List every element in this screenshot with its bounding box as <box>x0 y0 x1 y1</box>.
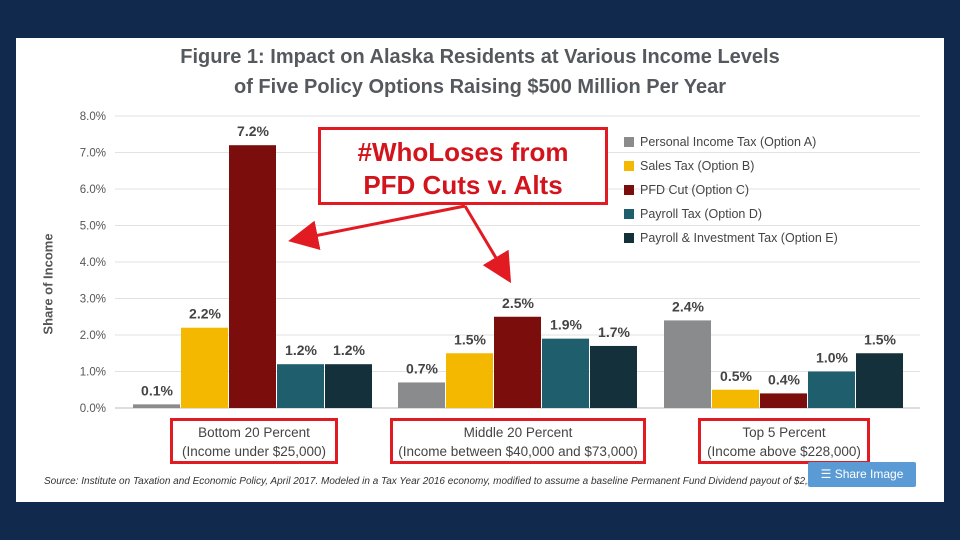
legend-swatch <box>624 209 634 219</box>
bar <box>712 389 759 408</box>
share-image-label: Share Image <box>834 467 904 481</box>
category-box-top5: Top 5 Percent (Income above $228,000) <box>698 418 870 464</box>
data-label: 1.9% <box>550 317 582 333</box>
data-label: 1.7% <box>598 324 630 340</box>
legend-label: Personal Income Tax (Option A) <box>640 135 816 149</box>
bar <box>808 371 855 408</box>
legend-label: Sales Tax (Option B) <box>640 159 754 173</box>
y-tick-label: 7.0% <box>80 148 106 160</box>
y-tick-label: 8.0% <box>80 111 106 123</box>
bar <box>277 364 324 408</box>
category-label-line2: (Income between $40,000 and $73,000) <box>398 444 638 459</box>
legend-label: Payroll Tax (Option D) <box>640 207 762 221</box>
y-tick-label: 6.0% <box>80 184 106 196</box>
bar <box>229 145 276 408</box>
category-box-middle20: Middle 20 Percent (Income between $40,00… <box>390 418 646 464</box>
bar <box>398 382 445 408</box>
bar <box>133 404 180 408</box>
y-tick-label: 5.0% <box>80 221 106 233</box>
bar <box>590 345 637 408</box>
data-label: 1.5% <box>864 331 896 347</box>
bar <box>664 320 711 408</box>
y-tick-label: 2.0% <box>80 330 106 342</box>
data-label: 7.2% <box>237 123 269 139</box>
bar <box>325 364 372 408</box>
bar <box>181 327 228 408</box>
category-label-line1: Middle 20 Percent <box>463 425 573 440</box>
bar <box>494 316 541 408</box>
data-label: 2.5% <box>502 295 534 311</box>
arrow-to-middle20 <box>463 205 512 284</box>
callout-box: #WhoLoses from PFD Cuts v. Alts <box>318 127 608 205</box>
callout-line2: PFD Cuts v. Alts <box>363 170 563 200</box>
share-image-button[interactable]: ☰ Share Image <box>808 462 916 487</box>
category-label-line1: Bottom 20 Percent <box>198 425 310 440</box>
bar <box>542 338 589 408</box>
data-label: 2.4% <box>672 298 704 314</box>
data-label: 2.2% <box>189 306 221 322</box>
legend-label: Payroll & Investment Tax (Option E) <box>640 231 838 245</box>
data-label: 1.5% <box>454 331 486 347</box>
y-tick-label: 4.0% <box>80 257 106 269</box>
arrow-to-bottom20 <box>288 204 466 251</box>
data-label: 0.5% <box>720 368 752 384</box>
legend-swatch <box>624 161 634 171</box>
data-label: 1.0% <box>816 350 848 366</box>
category-label-line1: Top 5 Percent <box>742 425 826 440</box>
legend-swatch <box>624 233 634 243</box>
legend-swatch <box>624 185 634 195</box>
data-label: 0.4% <box>768 371 800 387</box>
bar <box>856 353 903 408</box>
category-label-line2: (Income above $228,000) <box>707 444 861 459</box>
y-tick-label: 0.0% <box>80 403 106 415</box>
source-note: Source: Institute on Taxation and Econom… <box>44 476 819 487</box>
data-label: 0.7% <box>406 360 438 376</box>
category-label-line2: (Income under $25,000) <box>181 444 327 459</box>
layers-icon: ☰ <box>820 467 832 481</box>
data-label: 1.2% <box>333 342 365 358</box>
category-box-bottom20: Bottom 20 Percent (Income under $25,000) <box>170 418 338 464</box>
legend-label: PFD Cut (Option C) <box>640 183 749 197</box>
y-tick-label: 1.0% <box>80 367 106 379</box>
bar <box>446 353 493 408</box>
data-label: 0.1% <box>141 382 173 398</box>
callout-line1: #WhoLoses from <box>357 137 569 167</box>
bar <box>760 393 807 408</box>
chart-title-line1: Figure 1: Impact on Alaska Residents at … <box>180 46 780 68</box>
chart-title-line2: of Five Policy Options Raising $500 Mill… <box>233 76 726 98</box>
legend-swatch <box>624 137 634 147</box>
y-tick-label: 3.0% <box>80 294 106 306</box>
data-label: 1.2% <box>285 342 317 358</box>
